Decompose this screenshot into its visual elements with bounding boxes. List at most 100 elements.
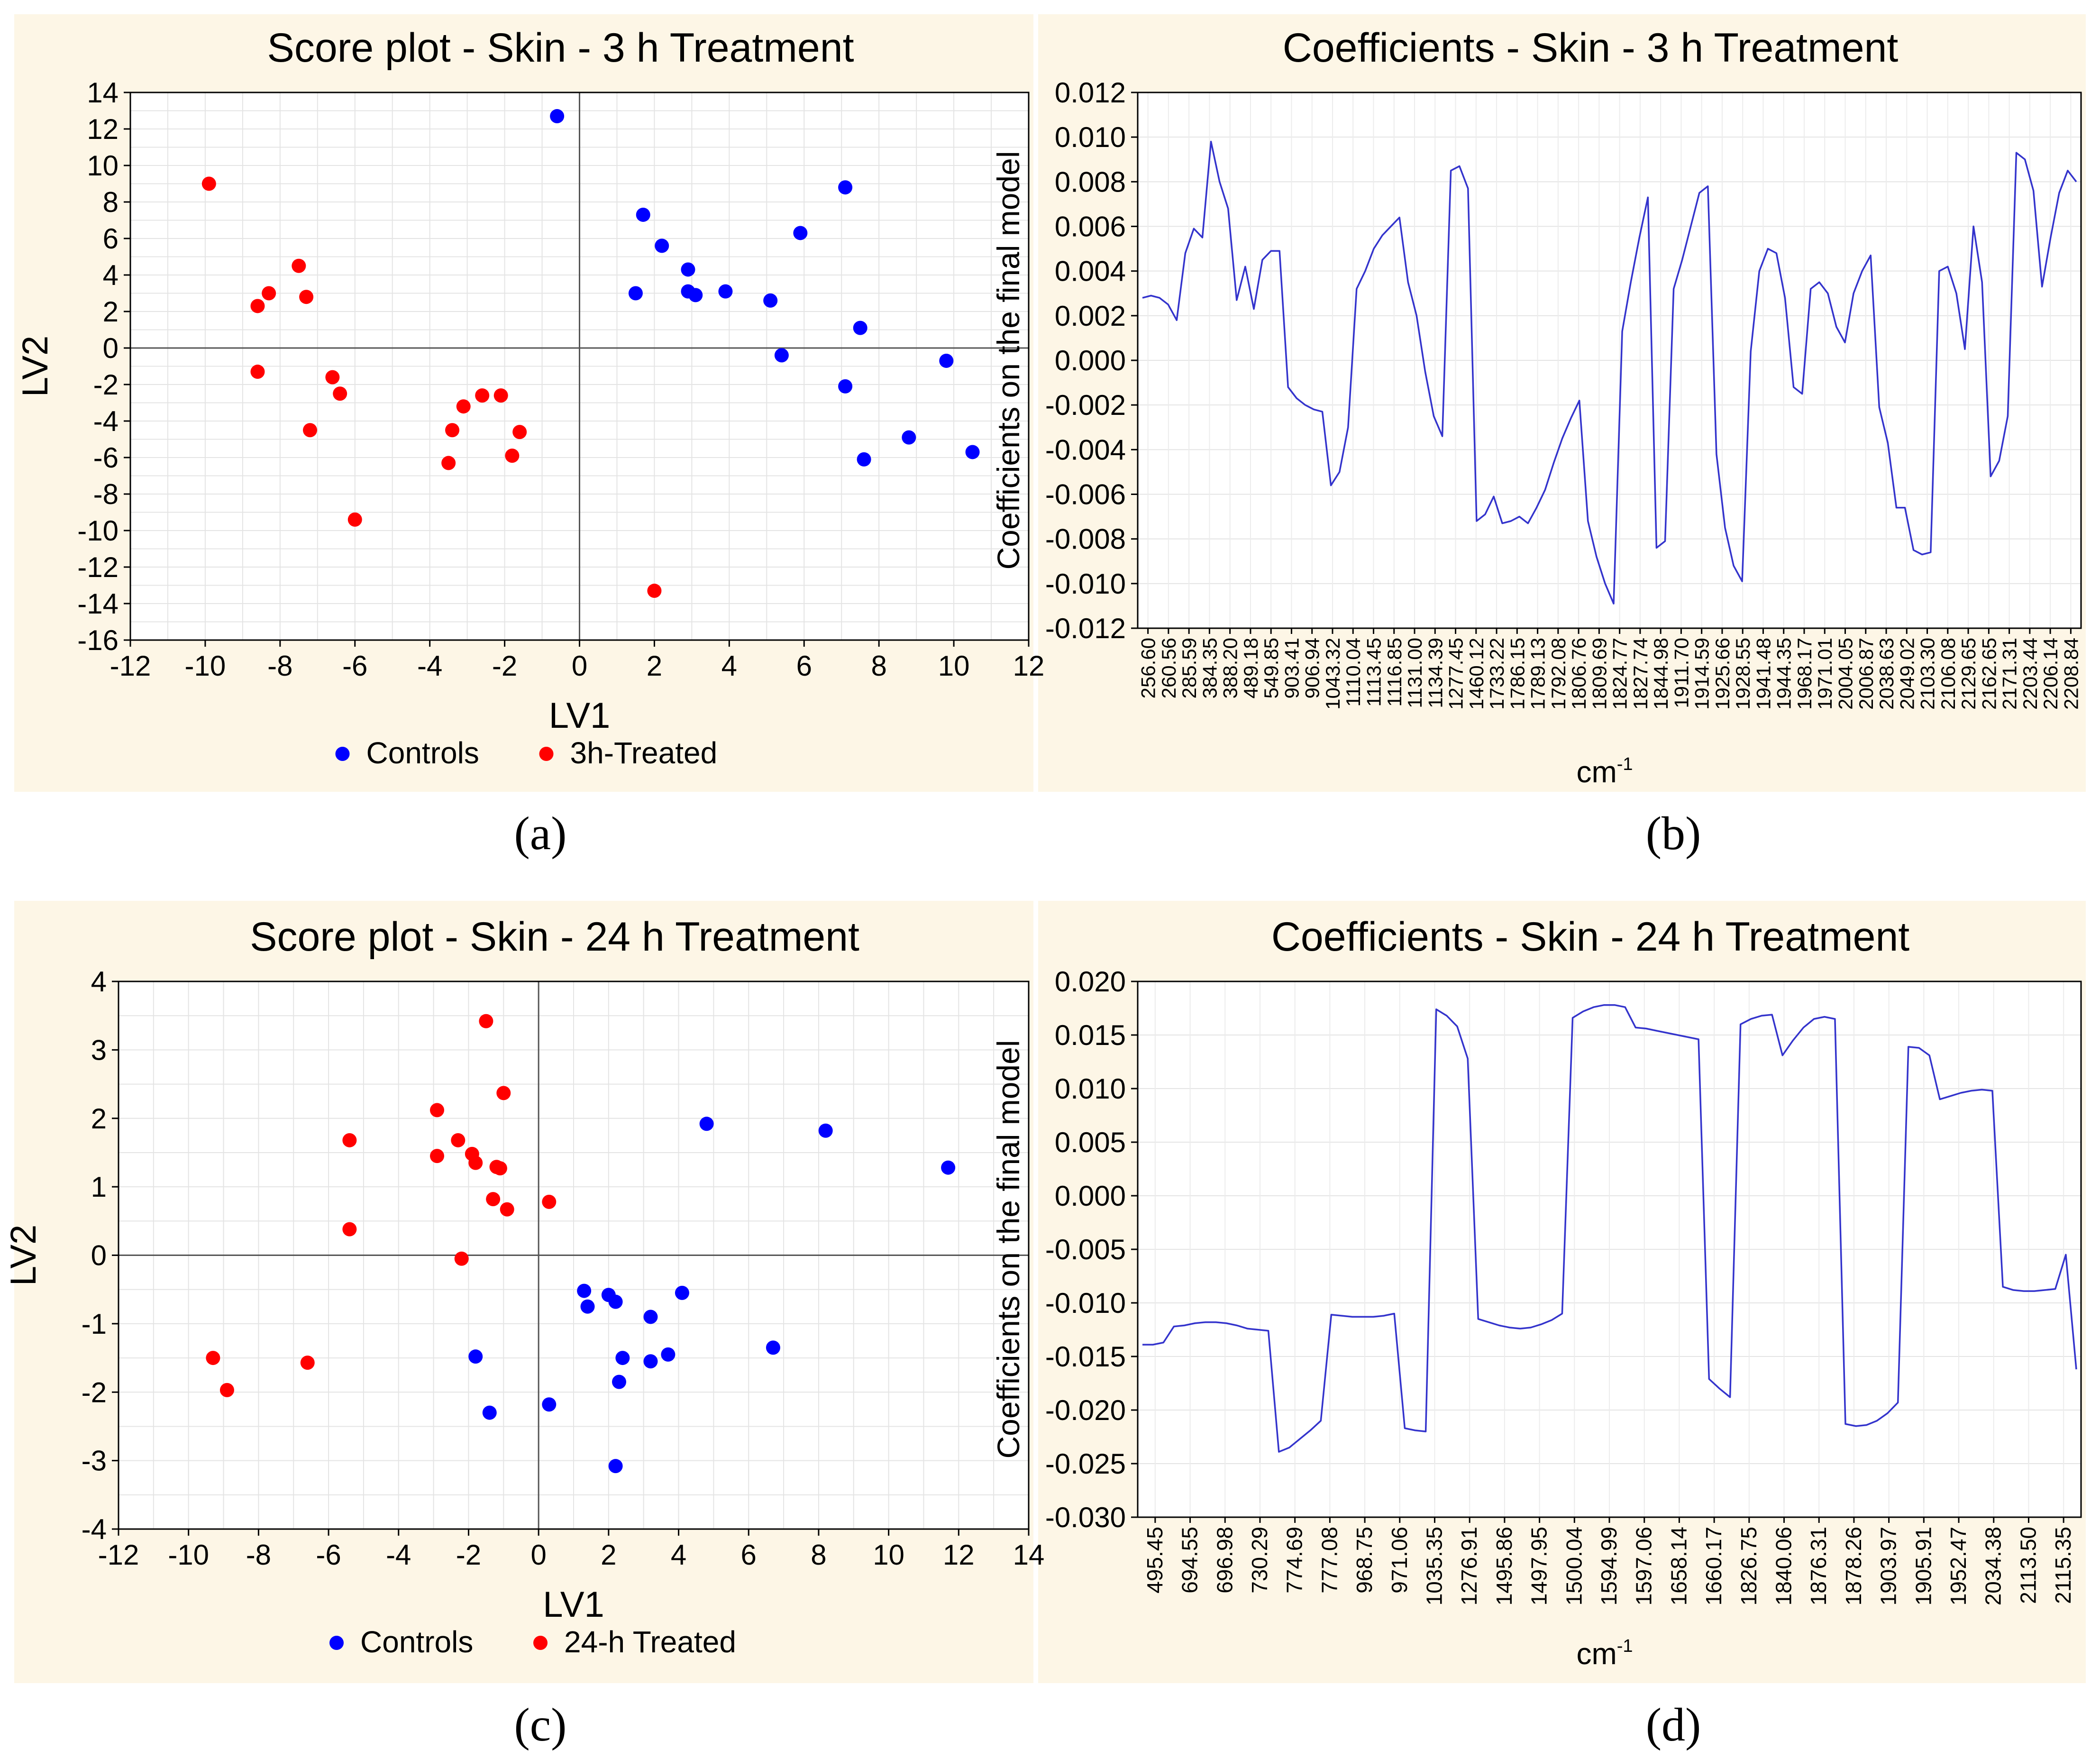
chart-title: Coefficients - Skin - 3 h Treatment — [1283, 25, 1899, 71]
data-point-controls — [628, 286, 643, 301]
x-axis-label: cm-1 — [1576, 754, 1633, 789]
x-tick-label: 1110.04 — [1342, 638, 1364, 707]
data-point-treated — [430, 1149, 444, 1164]
data-point-treated — [325, 370, 340, 385]
data-point-treated — [542, 1194, 557, 1209]
data-point-controls — [675, 1285, 689, 1300]
data-point-treated — [342, 1222, 357, 1237]
x-tick-label: 906.94 — [1301, 638, 1324, 698]
data-point-controls — [818, 1123, 833, 1138]
x-tick-label: 1968.17 — [1793, 638, 1816, 710]
x-tick-label: 12 — [1013, 650, 1045, 682]
y-tick-label: -0.020 — [1045, 1394, 1126, 1426]
x-tick-label: 971.06 — [1387, 1527, 1412, 1594]
x-tick-label: 1497.95 — [1527, 1527, 1552, 1605]
x-tick-label: -12 — [110, 650, 151, 682]
x-tick-label: -10 — [168, 1539, 209, 1571]
y-tick-label: -16 — [77, 624, 119, 656]
data-point-controls — [550, 109, 565, 124]
x-tick-label: 0 — [572, 650, 587, 682]
x-tick-label: 2162.65 — [1978, 638, 2000, 710]
y-tick-label: -10 — [77, 515, 119, 547]
data-point-treated — [489, 1160, 504, 1174]
x-axis-label-superscript: -1 — [1617, 1636, 1633, 1656]
data-point-treated — [292, 258, 306, 273]
x-tick-label: 256.60 — [1137, 638, 1160, 698]
data-point-treated — [647, 584, 662, 598]
x-tick-label: 388.20 — [1219, 638, 1242, 698]
data-point-controls — [763, 293, 778, 308]
data-point-treated — [486, 1192, 501, 1207]
caption-a: (a) — [514, 807, 567, 860]
data-point-treated — [262, 286, 276, 301]
data-point-controls — [612, 1374, 626, 1389]
y-tick-label: -0.004 — [1045, 434, 1126, 466]
x-tick-label: 1941.48 — [1752, 638, 1774, 710]
legend-marker-controls — [335, 747, 350, 761]
y-tick-label: 0.012 — [1055, 77, 1126, 109]
y-tick-label: 0.005 — [1055, 1127, 1126, 1158]
x-tick-label: 1826.75 — [1736, 1527, 1761, 1605]
x-tick-label: 2 — [601, 1539, 616, 1571]
data-point-controls — [838, 180, 853, 195]
data-point-treated — [250, 365, 265, 379]
data-point-controls — [939, 353, 954, 368]
y-tick-label: -0.010 — [1045, 568, 1126, 600]
y-tick-label: 14 — [87, 77, 119, 109]
data-point-treated — [430, 1103, 444, 1118]
data-point-controls — [643, 1310, 658, 1324]
x-tick-label: 1113.45 — [1363, 638, 1385, 707]
x-tick-label: 1925.66 — [1711, 638, 1734, 710]
x-tick-label: 384.35 — [1198, 638, 1221, 698]
x-tick-label: 1914.59 — [1691, 638, 1713, 710]
x-tick-label: 1806.76 — [1568, 638, 1590, 710]
coefficient-line — [1142, 140, 2077, 605]
data-point-treated — [347, 512, 362, 527]
caption-c: (c) — [514, 1698, 567, 1751]
data-point-controls — [468, 1349, 483, 1364]
y-tick-label: 0 — [91, 1240, 107, 1272]
y-tick-label: -14 — [77, 588, 119, 620]
x-tick-label: -4 — [417, 650, 442, 682]
x-tick-label: 777.08 — [1317, 1527, 1342, 1594]
y-tick-label: 0.015 — [1055, 1019, 1126, 1051]
x-tick-label: 2 — [647, 650, 662, 682]
x-tick-label: 2034.38 — [1981, 1527, 2006, 1605]
data-point-treated — [201, 176, 216, 191]
data-point-controls — [857, 452, 871, 467]
data-point-controls — [577, 1283, 592, 1298]
y-tick-label: 0.010 — [1055, 121, 1126, 153]
data-point-controls — [636, 207, 650, 222]
x-tick-label: 1116.85 — [1383, 638, 1406, 707]
x-tick-label: -2 — [456, 1539, 481, 1571]
x-tick-label: 1495.86 — [1492, 1527, 1516, 1605]
y-tick-label: -0.010 — [1045, 1287, 1126, 1319]
data-point-controls — [542, 1397, 557, 1412]
data-point-treated — [512, 425, 527, 440]
x-tick-label: 1660.17 — [1701, 1527, 1726, 1605]
x-tick-label: 1792.08 — [1547, 638, 1570, 710]
x-axis-label: LV1 — [543, 1585, 604, 1625]
chart-b: -0.012 -0.010 -0.008 -0.006 -0.004 -0.002 0.00… — [991, 25, 2082, 789]
x-tick-label: 14 — [1013, 1539, 1045, 1571]
x-tick-label: 285.59 — [1178, 638, 1200, 698]
x-tick-label: -12 — [98, 1539, 139, 1571]
y-tick-label: -0.025 — [1045, 1448, 1126, 1480]
data-point-controls — [580, 1299, 595, 1314]
x-tick-label: 730.29 — [1247, 1527, 1272, 1594]
x-tick-label: 12 — [943, 1539, 975, 1571]
legend-label-controls: Controls — [360, 1625, 473, 1659]
x-tick-label: -6 — [316, 1539, 341, 1571]
y-tick-label: -2 — [93, 369, 119, 401]
y-tick-label: -0.002 — [1045, 389, 1126, 421]
y-tick-label: 0.000 — [1055, 345, 1126, 376]
x-tick-label: 8 — [871, 650, 886, 682]
y-tick-label: -0.005 — [1045, 1234, 1126, 1265]
y-tick-label: 0.000 — [1055, 1180, 1126, 1212]
y-tick-label: -2 — [82, 1376, 107, 1408]
data-point-treated — [451, 1133, 466, 1147]
data-point-treated — [468, 1155, 483, 1170]
y-tick-label: 8 — [103, 186, 119, 218]
y-tick-label: 4 — [103, 259, 119, 291]
x-tick-label: 1658.14 — [1666, 1527, 1691, 1605]
